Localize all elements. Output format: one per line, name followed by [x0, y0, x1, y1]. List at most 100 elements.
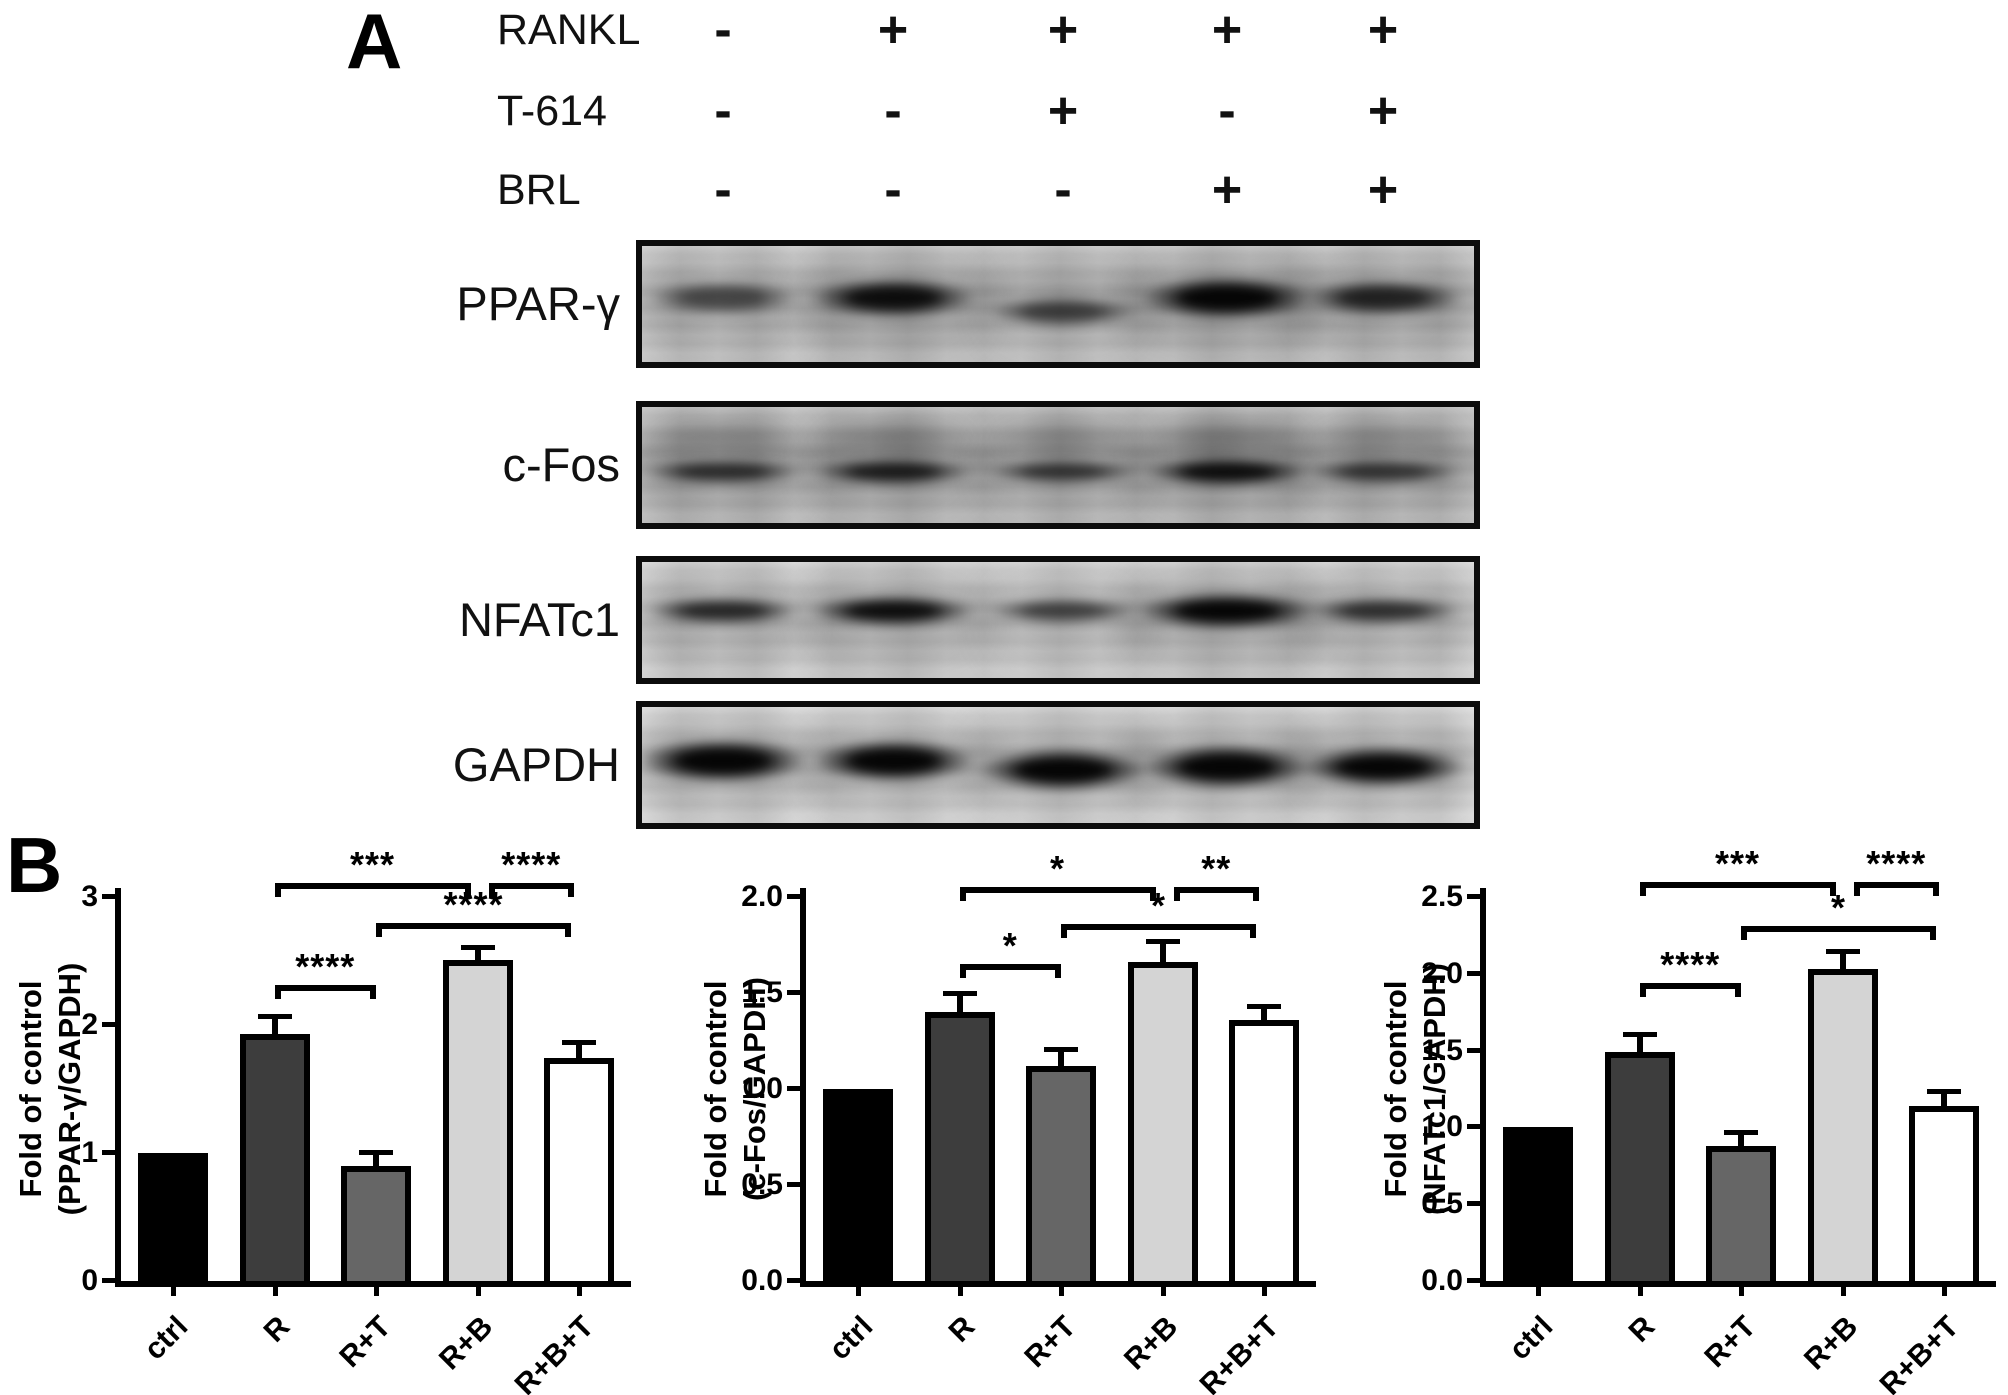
treatment-symbol: -	[884, 161, 902, 219]
error-bar	[1261, 1006, 1267, 1020]
y-tick	[102, 894, 115, 899]
significance-bracket	[274, 985, 376, 1000]
treatment-symbol: -	[884, 82, 902, 140]
x-tick	[374, 1287, 379, 1296]
treatment-symbol: +	[1047, 82, 1079, 140]
x-tick	[171, 1287, 176, 1296]
error-bar	[373, 1151, 379, 1166]
y-axis-title: Fold of control (NFATc1/GAPDH)	[1376, 891, 1456, 1287]
error-bar	[1636, 1033, 1643, 1053]
panel-a-label: A	[346, 0, 403, 85]
y-tick-label: 0.5	[1421, 1187, 1463, 1221]
error-bar	[1941, 1090, 1947, 1106]
blot-band	[809, 278, 977, 319]
y-tick	[787, 1278, 800, 1283]
x-tick	[1637, 1287, 1643, 1296]
blot-band	[988, 597, 1138, 624]
significance-bracket	[1061, 923, 1256, 938]
blot-band	[1305, 458, 1461, 485]
bar-ctrl	[138, 1153, 208, 1287]
bar-r	[1604, 1052, 1675, 1287]
x-tick	[1942, 1287, 1947, 1296]
bar-r-b-t	[544, 1058, 614, 1287]
error-bar-cap	[1927, 1088, 1961, 1094]
error-bar-cap	[1145, 939, 1180, 945]
error-bar-cap	[460, 944, 495, 950]
treatment-label: BRL	[497, 166, 581, 214]
blot-band	[1141, 744, 1313, 790]
blot-band	[1144, 456, 1310, 487]
treatment-symbol: +	[877, 1, 909, 59]
x-tick	[1059, 1287, 1064, 1296]
significance-stars: **	[1201, 848, 1232, 890]
blot-box-c-fos	[636, 401, 1480, 529]
treatment-symbol: -	[1054, 161, 1072, 219]
error-bar	[956, 993, 963, 1013]
x-tick	[1262, 1287, 1267, 1296]
blot-label-gapdh: GAPDH	[452, 738, 620, 791]
error-bar-cap	[1825, 948, 1860, 954]
y-tick-label: 1.5	[1421, 1033, 1463, 1067]
y-tick	[787, 894, 800, 899]
y-tick-label: 0.0	[1421, 1264, 1463, 1297]
error-bar-cap	[359, 1149, 393, 1155]
error-bar-cap	[1044, 1046, 1078, 1052]
x-tick	[856, 1287, 861, 1296]
error-bar-cap	[1724, 1130, 1758, 1135]
significance-stars: *	[1049, 848, 1065, 890]
significance-stars: ****	[1660, 944, 1721, 986]
treatment-row-t-614: T-614 - - + - +	[0, 82, 2008, 140]
x-tick	[957, 1287, 963, 1296]
y-axis	[800, 888, 806, 1287]
significance-stars: *	[1830, 887, 1846, 929]
y-tick-label: 3	[81, 880, 98, 913]
y-axis	[1480, 888, 1486, 1287]
blot-band	[1135, 591, 1319, 630]
y-tick	[787, 990, 800, 995]
y-axis	[115, 888, 121, 1287]
significance-bracket	[1639, 881, 1836, 896]
bar-r-b	[1807, 969, 1878, 1287]
treatment-symbol: +	[1367, 1, 1399, 59]
x-tick	[475, 1287, 481, 1296]
treatment-symbol: +	[1047, 1, 1079, 59]
error-bar	[474, 946, 481, 960]
y-tick	[1467, 894, 1480, 899]
blot-band	[813, 457, 973, 486]
blot-band	[642, 738, 809, 784]
treatment-symbol: +	[1211, 161, 1243, 219]
blot-band	[987, 459, 1139, 484]
treatment-symbol: +	[1367, 82, 1399, 140]
panel-a-western-blot: RANKL - + + + + T-614 - - + - + BRL - - - + + PPAR-γ c-Fos N…	[0, 1, 2008, 829]
blot-band	[810, 594, 976, 627]
significance-bracket	[274, 882, 471, 897]
panel-b-label: B	[6, 821, 63, 909]
significance-stars: ****	[443, 883, 504, 925]
band-smear	[987, 419, 1139, 458]
x-tick	[1536, 1287, 1541, 1296]
treatment-symbol: +	[1211, 1, 1243, 59]
blot-band	[1305, 596, 1461, 625]
error-bar-cap	[1247, 1004, 1281, 1010]
error-bar	[1058, 1048, 1064, 1066]
significance-stars: ****	[1866, 842, 1927, 884]
treatment-label: RANKL	[497, 6, 641, 54]
bar-r-t	[341, 1165, 411, 1287]
y-tick	[1467, 970, 1480, 976]
y-tick-label: 1.5	[741, 976, 783, 1009]
blot-band	[648, 281, 798, 316]
blot-label-ppar: PPAR-γ	[456, 277, 620, 330]
bar-ctrl	[823, 1089, 893, 1287]
y-tick	[787, 1086, 800, 1091]
bar-r-t	[1706, 1145, 1776, 1287]
y-tick-label: 1.0	[741, 1072, 783, 1105]
significance-bracket	[376, 922, 571, 937]
significance-bracket	[959, 964, 1061, 979]
x-tick	[577, 1287, 582, 1296]
error-bar	[576, 1041, 582, 1059]
blot-band	[810, 739, 976, 783]
y-tick-label: 1	[81, 1136, 98, 1169]
treatment-symbol: +	[1367, 161, 1399, 219]
x-tick	[272, 1287, 278, 1296]
